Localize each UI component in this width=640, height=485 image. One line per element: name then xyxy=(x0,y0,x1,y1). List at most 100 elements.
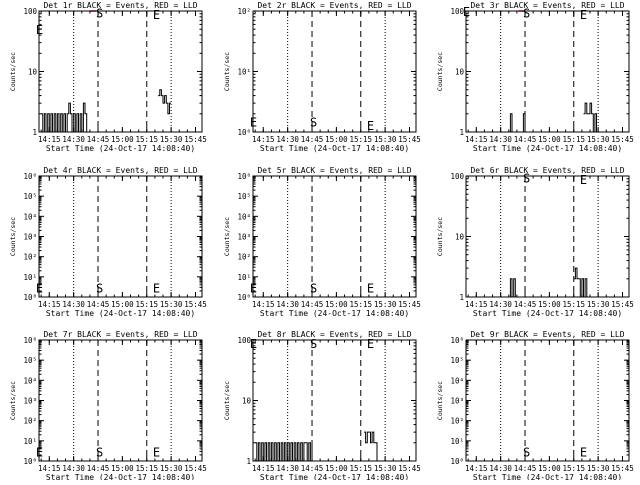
event-marker-e: E xyxy=(153,281,160,295)
event-marker-s: S xyxy=(96,281,103,295)
y-tick-label: 10 xyxy=(455,68,465,77)
x-tick-label: 15:45 xyxy=(611,135,634,144)
y-tick-label: 10⁰ xyxy=(450,457,464,466)
x-tick-label: 14:15 xyxy=(252,464,275,473)
y-tick-label: 10¹ xyxy=(450,437,464,446)
y-tick-label: 10⁶ xyxy=(237,172,251,181)
y-tick-label: 10³ xyxy=(23,397,37,406)
plot-frame xyxy=(252,175,417,298)
x-tick-label: 14:30 xyxy=(62,300,85,309)
x-tick-label: 15:00 xyxy=(325,464,348,473)
y-tick-label: 10¹ xyxy=(23,437,37,446)
plot-frame xyxy=(465,339,630,462)
x-tick-label: 14:30 xyxy=(276,300,299,309)
event-marker-e: E xyxy=(36,445,43,459)
plot-frame xyxy=(38,339,203,462)
y-tick-label: 1 xyxy=(246,457,251,466)
event-marker-e: E xyxy=(367,119,374,133)
x-tick-label: 14:15 xyxy=(252,300,275,309)
x-tick-label: 14:45 xyxy=(514,464,537,473)
series-line-3 xyxy=(583,102,597,133)
event-marker-s: S xyxy=(310,281,317,295)
x-tick-label: 14:30 xyxy=(489,300,512,309)
x-tick-label: 14:45 xyxy=(87,135,110,144)
x-tick-label: 14:15 xyxy=(465,300,488,309)
event-marker-s: S xyxy=(523,6,530,20)
x-tick-label: 15:15 xyxy=(349,300,372,309)
y-tick-label: 10⁴ xyxy=(237,212,251,221)
x-axis-label: Start Time (24-Oct-17 14:08:40) xyxy=(46,473,195,480)
event-marker-s: S xyxy=(96,6,103,20)
x-tick-label: 14:15 xyxy=(38,464,61,473)
x-axis-label: Start Time (24-Oct-17 14:08:40) xyxy=(473,473,622,480)
y-tick-label: 10¹ xyxy=(237,68,251,77)
event-marker-s: S xyxy=(310,115,317,129)
y-tick-label: 10³ xyxy=(237,233,251,242)
event-marker-s: S xyxy=(96,445,103,459)
x-tick-label: 15:45 xyxy=(611,300,634,309)
x-tick-label: 15:30 xyxy=(587,464,610,473)
x-tick-label: 14:15 xyxy=(252,135,275,144)
x-tick-label: 15:45 xyxy=(398,464,421,473)
y-tick-label: 10⁴ xyxy=(450,376,464,385)
x-tick-label: 15:15 xyxy=(135,135,158,144)
event-marker-e: E xyxy=(580,173,587,187)
x-tick-label: 15:30 xyxy=(160,464,183,473)
x-tick-label: 15:45 xyxy=(398,135,421,144)
x-tick-label: 14:30 xyxy=(276,464,299,473)
y-tick-label: 10⁵ xyxy=(23,192,37,201)
event-marker-e: E xyxy=(153,8,160,22)
panel-title: Det 2r BLACK = Events, RED = LLD xyxy=(257,1,411,10)
x-axis-label: Start Time (24-Oct-17 14:08:40) xyxy=(260,473,409,480)
y-tick-label: 10⁰ xyxy=(237,293,251,302)
event-marker-e: E xyxy=(250,281,257,295)
panel-title: Det 6r BLACK = Events, RED = LLD xyxy=(470,166,624,175)
x-tick-label: 15:30 xyxy=(160,135,183,144)
x-tick-label: 14:15 xyxy=(465,464,488,473)
x-axis-label: Start Time (24-Oct-17 14:08:40) xyxy=(473,309,622,318)
event-marker-e: E xyxy=(367,281,374,295)
y-tick-label: 1 xyxy=(459,128,464,137)
y-tick-label: 10⁰ xyxy=(23,293,37,302)
x-tick-label: 15:15 xyxy=(562,300,585,309)
y-tick-label: 10⁵ xyxy=(450,356,464,365)
event-marker-e: E xyxy=(250,337,257,351)
panel-9: Det 9r BLACK = Events, RED = LLD S E 10⁰ 10¹… xyxy=(436,330,634,482)
y-tick-label: 10² xyxy=(237,253,251,262)
x-axis-label: Start Time (24-Oct-17 14:08:40) xyxy=(260,144,409,153)
x-tick-label: 15:00 xyxy=(111,300,134,309)
plot-frame xyxy=(252,10,417,133)
series-line-1 xyxy=(41,102,88,133)
x-tick-label: 15:30 xyxy=(374,135,397,144)
x-tick-label: 14:45 xyxy=(301,300,324,309)
event-marker-e: E xyxy=(580,8,587,22)
x-tick-label: 15:45 xyxy=(184,464,207,473)
x-tick-label: 15:30 xyxy=(587,135,610,144)
series-line-2 xyxy=(573,267,588,298)
y-tick-label: 10⁰ xyxy=(237,128,251,137)
y-tick-label: 10¹ xyxy=(237,273,251,282)
x-axis-label: Start Time (24-Oct-17 14:08:40) xyxy=(473,144,622,153)
y-tick-label: 10² xyxy=(450,417,464,426)
y-axis-label: Counts/sec xyxy=(223,52,231,91)
y-tick-label: 100 xyxy=(450,172,464,181)
x-tick-label: 15:30 xyxy=(587,300,610,309)
x-tick-label: 15:00 xyxy=(538,135,561,144)
x-tick-label: 15:00 xyxy=(538,464,561,473)
series-line-2 xyxy=(364,431,378,461)
y-tick-label: 100 xyxy=(237,336,251,345)
x-tick-label: 15:00 xyxy=(538,300,561,309)
y-tick-label: 10⁵ xyxy=(237,192,251,201)
y-tick-label: 10³ xyxy=(23,233,37,242)
y-tick-label: 10² xyxy=(23,253,37,262)
y-axis-label: Counts/sec xyxy=(436,381,444,420)
x-axis-label: Start Time (24-Oct-17 14:08:40) xyxy=(46,144,195,153)
series-line-1 xyxy=(508,113,513,133)
y-axis-label: Counts/sec xyxy=(436,217,444,256)
y-tick-label: 10⁴ xyxy=(23,376,37,385)
plot-frame xyxy=(465,175,630,298)
